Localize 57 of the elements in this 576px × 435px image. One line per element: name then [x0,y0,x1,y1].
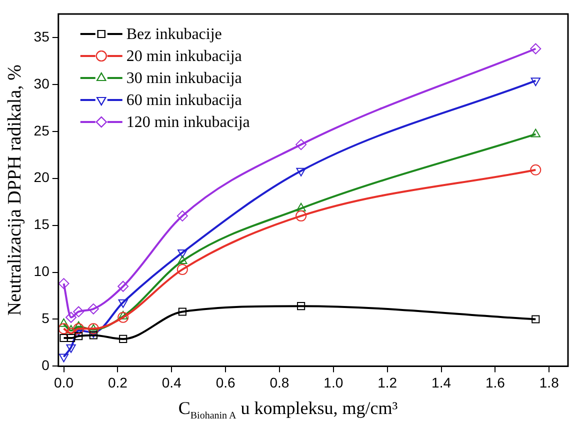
legend-label: 30 min inkubacija [126,70,242,88]
x-tick-label: 1.8 [539,374,560,390]
point [60,334,68,342]
point [296,210,307,222]
y-tick-label: 0 [42,357,50,374]
point [530,78,540,86]
y-tick-label: 15 [34,216,50,232]
point [74,332,83,340]
legend-label: Bez inkubacije [126,26,222,44]
point [296,168,306,176]
point [176,210,188,222]
x-tick-label: 0.6 [216,374,236,390]
point [178,256,188,264]
point [530,43,542,54]
point [178,308,186,316]
point [530,164,542,176]
x-tick-label: 0.8 [270,374,290,390]
x-tick-label: 1.0 [324,374,344,390]
point [73,323,84,334]
legend-label: 60 min inkubacija [126,92,242,110]
point [58,318,69,327]
x-tick-label: 1.4 [432,374,452,390]
y-tick-label: 30 [34,75,50,92]
point [73,306,84,318]
y-tick-label: 25 [34,122,50,138]
legend-label: 20 min inkubacija [126,48,242,66]
y-axis-title: Neutralizacija DPPH radikala, % [4,64,26,316]
point [88,303,99,314]
point [178,250,188,258]
point [118,310,128,320]
point [58,278,70,290]
point [296,139,307,150]
x-tick-label: 0.2 [108,374,128,390]
x-tick-label: 1.6 [485,374,506,390]
point [58,354,69,362]
point [118,299,128,308]
y-tick-label: 35 [34,28,50,44]
y-tick-label: 5 [42,310,50,326]
point [530,128,540,138]
point [118,312,129,323]
y-tick-label: 10 [34,263,50,280]
x-axis-title: C$_{Biohanin A}$ u kompleksu, mg/cm³ [177,398,399,422]
point [66,344,76,353]
legend-label: 120 min inkubacija [126,114,250,132]
point [58,323,70,334]
x-tick-label: 1.2 [378,374,398,390]
point [176,264,188,275]
point [297,302,306,310]
point [118,280,129,292]
point [532,315,540,324]
point [119,334,128,343]
x-tick-label: 0.4 [162,374,182,390]
y-tick-label: 20 [34,169,50,186]
point [296,202,306,212]
x-tick-label: 0.0 [54,374,74,390]
point [67,334,76,342]
point [66,312,77,323]
